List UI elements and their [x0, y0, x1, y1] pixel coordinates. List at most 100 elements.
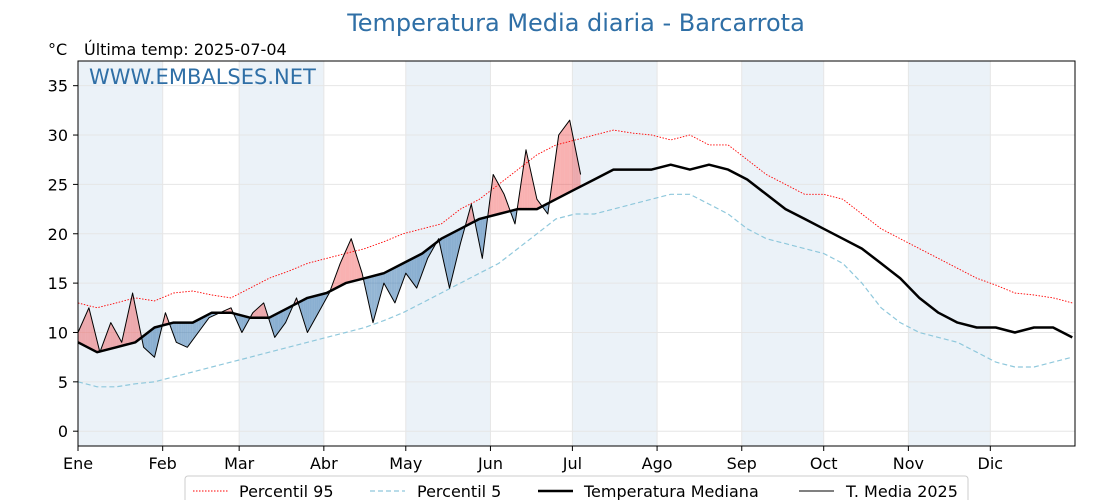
- fill-below-median: [453, 231, 455, 274]
- fill-above-median: [94, 330, 97, 352]
- x-tick-label: Abr: [310, 454, 338, 473]
- fill-below-median: [287, 307, 290, 319]
- fill-below-median: [389, 269, 392, 297]
- fill-above-median: [558, 132, 561, 198]
- fill-below-median: [152, 327, 155, 358]
- fill-above-median: [349, 238, 352, 283]
- fill-below-median: [307, 297, 310, 333]
- fill-above-median: [526, 149, 528, 210]
- fill-below-median: [449, 233, 452, 289]
- fill-below-median: [280, 311, 282, 330]
- fill-above-median: [338, 263, 341, 287]
- y-tick-label: 35: [48, 77, 68, 96]
- fill-above-median: [129, 301, 131, 344]
- fill-above-median: [340, 259, 342, 286]
- fill-below-median: [194, 320, 197, 338]
- fill-above-median: [356, 256, 359, 281]
- fill-below-median: [180, 322, 182, 345]
- fill-above-median: [571, 129, 574, 192]
- fill-below-median: [411, 258, 414, 284]
- fill-below-median: [460, 227, 463, 244]
- fill-above-median: [566, 122, 568, 194]
- fill-below-median: [300, 300, 302, 316]
- fill-above-median: [90, 315, 93, 350]
- fill-above-median: [564, 125, 566, 195]
- fill-above-median: [562, 127, 565, 196]
- y-tick-label: 25: [48, 175, 68, 194]
- fill-below-median: [374, 275, 377, 316]
- fill-below-median: [303, 298, 306, 327]
- fill-below-median: [414, 256, 417, 289]
- fill-above-median: [520, 174, 523, 210]
- legend-box: [184, 475, 969, 500]
- fill-below-median: [373, 275, 375, 323]
- fill-below-median: [405, 261, 408, 276]
- y-tick-label: 10: [48, 323, 68, 342]
- fill-above-median: [556, 135, 559, 199]
- fill-below-median: [513, 209, 515, 224]
- series-lines: [77, 119, 1073, 388]
- fill-below-median: [391, 268, 393, 300]
- fill-above-median: [134, 302, 137, 343]
- fill-below-median: [476, 219, 479, 241]
- fill-above-median: [345, 246, 348, 284]
- fill-above-median: [258, 306, 261, 318]
- unit-label: °C: [48, 40, 67, 59]
- fill-below-median: [458, 228, 461, 251]
- month-band: [908, 61, 991, 446]
- fill-above-median: [87, 307, 89, 348]
- x-tick-label: Ago: [642, 454, 673, 473]
- fill-above-median: [116, 332, 119, 348]
- fill-below-median: [314, 295, 317, 320]
- fill-above-median: [527, 158, 530, 210]
- fill-below-median: [192, 321, 195, 340]
- fill-below-median: [236, 314, 239, 325]
- series-line-percentil-5: [77, 193, 1073, 388]
- fill-above-median: [343, 251, 346, 285]
- fill-below-median: [318, 294, 321, 313]
- fill-above-median: [332, 278, 335, 290]
- fill-below-median: [149, 330, 151, 354]
- fill-below-median: [196, 319, 199, 335]
- fill-above-median: [114, 329, 117, 348]
- fill-above-median: [88, 307, 91, 349]
- fill-above-median: [502, 191, 505, 214]
- fill-below-median: [393, 267, 395, 303]
- legend-label-p5: Percentil 5: [417, 482, 501, 500]
- fill-above-median: [138, 320, 140, 341]
- legend-label-median: Temperatura Mediana: [583, 482, 759, 500]
- x-tick-label: Oct: [810, 454, 838, 473]
- fill-above-median: [575, 147, 577, 190]
- fill-above-median: [109, 322, 111, 350]
- fill-below-median: [241, 315, 244, 333]
- fill-below-median: [185, 322, 188, 348]
- fill-below-median: [316, 295, 319, 316]
- fill-below-median: [181, 322, 184, 346]
- watermark: WWW.EMBALSES.NET: [89, 65, 316, 89]
- y-tick-label: 20: [48, 225, 68, 244]
- fill-above-median: [85, 311, 88, 347]
- fill-above-median: [110, 322, 113, 349]
- fill-above-median: [553, 161, 556, 201]
- fill-below-median: [444, 236, 446, 272]
- fill-below-median: [396, 265, 399, 298]
- fill-above-median: [260, 304, 262, 318]
- fill-below-median: [407, 260, 410, 279]
- fill-below-median: [245, 316, 248, 326]
- fill-below-median: [482, 217, 485, 259]
- x-axis: Ene Feb Mar Abr May Jun Jul Ago Sep Oct Nov Dic: [63, 446, 1003, 473]
- fill-below-median: [369, 276, 372, 315]
- fill-below-median: [454, 230, 457, 266]
- fill-above-median: [351, 238, 353, 282]
- chart-title: Temperatura Media diaria - Barcarrota: [346, 9, 805, 37]
- y-tick-label: 30: [48, 126, 68, 145]
- fill-below-median: [158, 326, 160, 343]
- fill-above-median: [467, 210, 470, 226]
- fill-below-median: [447, 234, 450, 289]
- fill-below-median: [311, 296, 313, 326]
- x-tick-label: Nov: [893, 454, 924, 473]
- fill-above-median: [496, 181, 499, 215]
- fill-above-median: [505, 199, 508, 213]
- fill-above-median: [573, 138, 576, 191]
- fill-above-median: [495, 177, 497, 215]
